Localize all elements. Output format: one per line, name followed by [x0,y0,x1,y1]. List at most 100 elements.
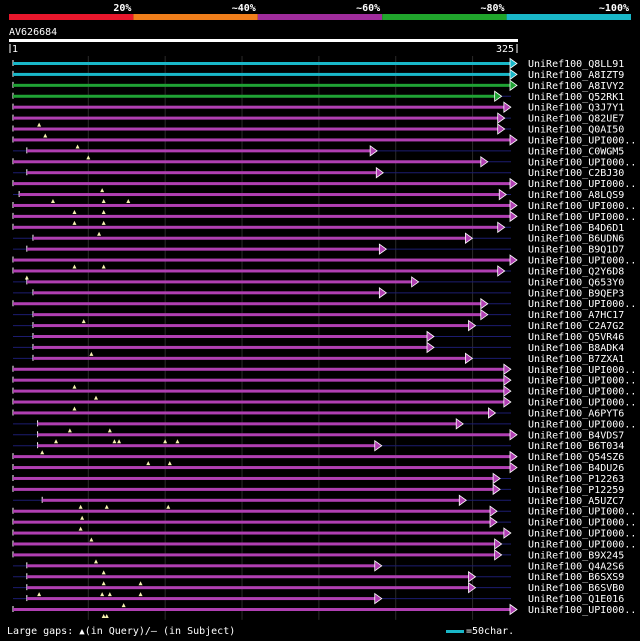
hit-bar[interactable] [26,575,470,579]
hit-bar[interactable] [13,214,511,218]
hit-label[interactable]: UniRef100_UPI000.. [528,299,636,310]
hit-bar[interactable] [37,422,458,426]
hit-row[interactable]: UniRef100_UPI000.. [12,254,636,269]
hit-label[interactable]: UniRef100_P12263 [528,474,624,485]
hit-bar[interactable] [32,335,429,338]
hit-row[interactable]: UniRef100_Q1E016 [13,592,624,608]
hit-row[interactable]: UniRef100_UPI000.. [12,505,636,520]
hit-bar[interactable] [26,171,378,175]
hit-label[interactable]: UniRef100_UPI000.. [528,365,636,376]
hit-row[interactable]: UniRef100_A5UZC7 [13,494,624,509]
hit-row[interactable]: UniRef100_Q2Y6D8 [12,265,624,280]
hit-row[interactable]: UniRef100_UPI000.. [12,396,636,411]
hit-bar[interactable] [13,83,511,87]
hit-bar[interactable] [13,487,495,491]
hit-row[interactable]: UniRef100_UPI000.. [13,418,636,433]
hit-bar[interactable] [13,127,499,131]
hit-label[interactable]: UniRef100_Q4A2S6 [528,561,624,572]
hit-bar[interactable] [13,389,505,393]
hit-bar[interactable] [26,597,376,601]
hit-label[interactable]: UniRef100_UPI000.. [528,135,636,146]
hit-row[interactable]: UniRef100_UPI000.. [12,603,636,619]
hit-label[interactable]: UniRef100_Q653Y0 [528,277,624,288]
hit-bar[interactable] [42,498,461,502]
hit-bar[interactable] [13,466,511,470]
hit-label[interactable]: UniRef100_A8IVY2 [528,81,624,92]
hit-label[interactable]: UniRef100_UPI000.. [528,212,636,223]
hit-label[interactable]: UniRef100_A8IZT9 [528,70,624,81]
hit-label[interactable]: UniRef100_UPI000.. [528,419,636,430]
hit-bar[interactable] [13,367,505,371]
hit-bar[interactable] [13,411,490,415]
hit-label[interactable]: UniRef100_UPI000.. [528,518,636,529]
hit-row[interactable]: UniRef100_UPI000.. [12,177,636,193]
hit-row[interactable]: UniRef100_B6SXS9 [13,570,624,586]
hit-bar[interactable] [13,302,482,306]
hit-bar[interactable] [13,258,511,262]
hit-row[interactable]: UniRef100_Q82UE7 [12,112,624,127]
hit-label[interactable]: UniRef100_B6T034 [528,441,624,452]
hit-label[interactable]: UniRef100_A5UZC7 [528,496,624,507]
hit-bar[interactable] [32,345,429,349]
hit-bar[interactable] [32,291,381,295]
hit-row[interactable]: UniRef100_B6SVB0 [13,581,624,597]
hit-row[interactable]: UniRef100_B9QEP3 [13,287,624,300]
hit-label[interactable]: UniRef100_P12259 [528,485,624,496]
hit-bar[interactable] [13,182,511,186]
hit-row[interactable]: UniRef100_B6T034 [13,439,624,455]
hit-row[interactable]: UniRef100_A6PYT6 [12,407,624,420]
hit-row[interactable]: UniRef100_UPI000.. [12,210,636,225]
hit-bar[interactable] [13,203,511,207]
hit-label[interactable]: UniRef100_UPI000.. [528,376,636,387]
hit-label[interactable]: UniRef100_A8LQS9 [528,190,624,201]
hit-label[interactable]: UniRef100_Q1E016 [528,594,624,605]
hit-row[interactable]: UniRef100_B6UDN6 [13,232,624,245]
hit-row[interactable]: UniRef100_Q0AI50 [12,123,624,138]
hit-row[interactable]: UniRef100_B9X245 [12,549,624,564]
hit-bar[interactable] [37,444,376,448]
hit-bar[interactable] [19,193,501,197]
hit-label[interactable]: UniRef100_UPI000.. [528,179,636,190]
hit-bar[interactable] [26,247,381,251]
hit-bar[interactable] [13,531,505,535]
hit-bar[interactable] [32,324,470,328]
hit-label[interactable]: UniRef100_B4DU26 [528,463,624,474]
hit-label[interactable]: UniRef100_Q3J7Y1 [528,103,624,114]
hit-row[interactable]: UniRef100_UPI000.. [12,156,636,169]
hit-label[interactable]: UniRef100_Q54SZ6 [528,452,624,463]
hit-row[interactable]: UniRef100_UPI000.. [12,516,636,531]
hit-label[interactable]: UniRef100_A7HC17 [528,310,624,321]
hit-row[interactable]: UniRef100_UPI000.. [12,374,636,389]
hit-label[interactable]: UniRef100_B4VDS7 [528,430,624,441]
hit-row[interactable]: UniRef100_UPI000.. [12,385,636,400]
hit-row[interactable]: UniRef100_P12263 [12,472,624,485]
hit-label[interactable]: UniRef100_C0WGM5 [528,146,624,157]
hit-bar[interactable] [13,160,482,164]
hit-row[interactable]: UniRef100_Q4A2S6 [13,560,624,575]
hit-row[interactable]: UniRef100_B4VDS7 [13,429,624,444]
hit-bar[interactable] [13,542,496,546]
hit-label[interactable]: UniRef100_B4D6D1 [528,223,624,234]
hit-label[interactable]: UniRef100_B6UDN6 [528,234,624,245]
hit-row[interactable]: UniRef100_UPI000.. [12,134,636,149]
hit-bar[interactable] [26,586,470,590]
hit-label[interactable]: UniRef100_UPI000.. [528,605,636,616]
hit-bar[interactable] [13,378,505,382]
hit-bar[interactable] [32,313,482,317]
hit-row[interactable]: UniRef100_B4DU26 [12,461,624,475]
hit-bar[interactable] [13,455,511,459]
hit-bar[interactable] [13,520,492,524]
hit-label[interactable]: UniRef100_UPI000.. [528,387,636,398]
hit-row[interactable]: UniRef100_UPI000.. [12,527,636,542]
hit-row[interactable]: UniRef100_B4D6D1 [12,221,624,236]
hit-label[interactable]: UniRef100_UPI000.. [528,529,636,540]
hit-bar[interactable] [13,72,511,76]
hit-label[interactable]: UniRef100_Q8LL91 [528,59,624,70]
hit-row[interactable]: UniRef100_C0WGM5 [13,145,624,160]
hit-label[interactable]: UniRef100_UPI000.. [528,157,636,168]
hit-label[interactable]: UniRef100_B9QEP3 [528,288,624,299]
hit-label[interactable]: UniRef100_UPI000.. [528,507,636,518]
hit-row[interactable]: UniRef100_Q653Y0 [13,276,624,289]
hit-row[interactable]: UniRef100_C2A7G2 [13,319,624,333]
hit-row[interactable]: UniRef100_UPI000.. [12,538,636,551]
